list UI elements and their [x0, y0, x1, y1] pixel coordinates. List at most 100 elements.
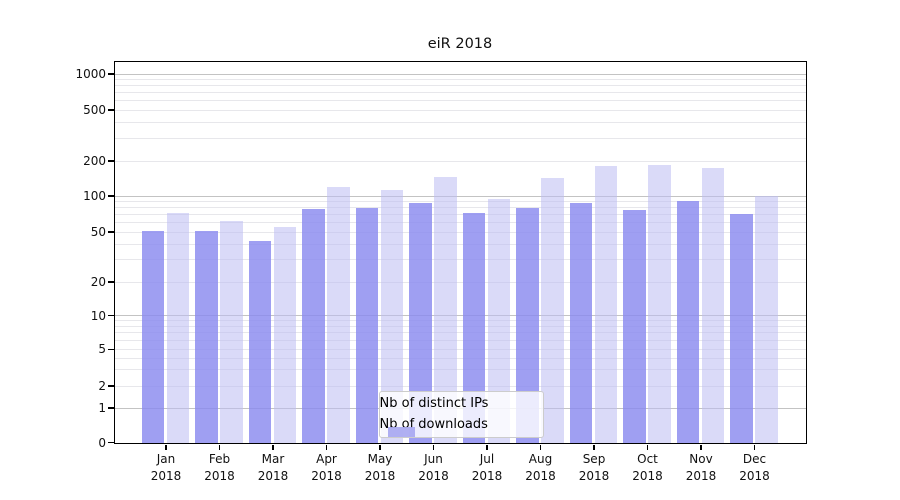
y-tick-label: 0: [98, 435, 106, 450]
x-tick-label: Dec 2018: [739, 452, 770, 483]
y-tick-label: 1: [98, 401, 106, 415]
gridline: [115, 259, 806, 261]
bar-distinct-ips-nov: [676, 200, 700, 443]
gridline: [115, 160, 806, 162]
gridline: [115, 339, 806, 341]
gridline: [115, 231, 806, 233]
x-tick: [753, 444, 756, 450]
gridline: [115, 385, 806, 387]
gridline: [115, 85, 806, 87]
x-tick: [432, 444, 435, 450]
bar-downloads-jun: [434, 176, 457, 443]
y-tick-label: 1000: [75, 67, 106, 81]
y-tick: [108, 348, 114, 350]
y-tick-label: 20: [90, 275, 106, 289]
gridline: [115, 73, 806, 75]
gridline: [115, 214, 806, 215]
gridline: [115, 201, 806, 202]
bar-downloads-feb: [220, 220, 243, 443]
y-tick: [108, 385, 114, 387]
x-tick-label: Oct 2018: [632, 452, 663, 483]
y-tick: [108, 160, 114, 162]
gridline: [115, 207, 806, 209]
y-tick: [108, 195, 114, 197]
bar-downloads-jan: [166, 212, 190, 443]
x-tick: [325, 444, 328, 450]
y-tick: [108, 407, 114, 409]
bar-distinct-ips-jan: [141, 230, 165, 443]
bar-downloads-oct: [648, 165, 671, 443]
gridline: [115, 315, 806, 316]
bar-distinct-ips-feb: [195, 230, 218, 443]
bar-downloads-sep: [594, 166, 618, 443]
x-tick-label: Jun 2018: [418, 452, 449, 483]
gridline: [115, 195, 806, 197]
bar-distinct-ips-dec: [730, 214, 753, 443]
y-tick: [108, 314, 114, 317]
legend-label: Nb of distinct IPs: [379, 396, 489, 412]
x-tick-label: Jul 2018: [471, 452, 503, 483]
gridline: [115, 109, 806, 111]
legend-item-downloads: Nb of downloads: [380, 414, 543, 437]
gridline: [115, 325, 806, 327]
y-tick: [108, 109, 114, 111]
bar-downloads-nov: [701, 168, 725, 443]
x-tick-label: Aug 2018: [525, 452, 556, 483]
legend-item-distinct-ips: Nb of distinct IPs: [379, 393, 543, 437]
y-tick-label: 500: [83, 103, 106, 117]
x-tick: [218, 444, 221, 450]
gridline: [115, 121, 806, 123]
legend-swatch-downloads: [387, 426, 415, 437]
gridline: [115, 357, 806, 359]
bar-downloads-aug: [541, 177, 564, 443]
plot-area: Nb of distinct IPs Nb of downloads: [114, 61, 807, 444]
x-tick: [700, 444, 702, 450]
y-tick: [108, 281, 114, 283]
bar-downloads-apr: [327, 186, 350, 443]
bar-distinct-ips-oct: [623, 210, 646, 443]
y-tick: [108, 441, 114, 444]
x-tick: [646, 444, 649, 450]
y-tick-label: 2: [98, 379, 106, 393]
y-tick-label: 50: [90, 225, 106, 239]
x-tick: [593, 444, 595, 450]
x-tick: [486, 444, 488, 450]
gridline: [115, 348, 806, 350]
gridline: [115, 100, 806, 101]
x-tick-label: Feb 2018: [204, 452, 235, 483]
bar-downloads-may: [380, 189, 404, 443]
chart-title: eiR 2018: [427, 36, 493, 52]
x-tick: [165, 444, 167, 450]
gridline: [115, 281, 806, 283]
bar-downloads-mar: [273, 226, 297, 443]
bar-downloads-dec: [755, 196, 778, 443]
bar-distinct-ips-may: [355, 208, 379, 443]
x-tick: [539, 444, 542, 450]
x-tick: [272, 444, 274, 450]
x-tick-label: May 2018: [364, 452, 396, 483]
y-tick-label: 5: [98, 342, 106, 357]
gridline: [115, 222, 806, 223]
bar-distinct-ips-mar: [248, 240, 272, 443]
y-tick-label: 10: [90, 308, 106, 323]
gridline: [115, 369, 806, 371]
gridline: [115, 320, 806, 322]
gridline: [115, 332, 806, 334]
x-tick-label: Mar 2018: [257, 452, 289, 483]
y-tick-label: 200: [83, 154, 106, 168]
legend: Nb of distinct IPs Nb of downloads: [378, 391, 544, 438]
bar-distinct-ips-jul: [462, 212, 486, 443]
gridline: [115, 137, 806, 139]
y-tick: [108, 231, 114, 233]
y-tick-label: 100: [83, 189, 106, 203]
x-tick-label: Nov 2018: [685, 452, 717, 483]
bar-downloads-jul: [487, 199, 511, 443]
x-tick-label: Apr 2018: [311, 452, 342, 483]
y-tick: [108, 73, 114, 75]
bar-distinct-ips-jun: [409, 203, 432, 443]
x-tick-label: Sep 2018: [578, 452, 610, 483]
x-tick: [379, 444, 381, 450]
gridline: [115, 79, 806, 80]
gridline: [115, 92, 806, 93]
